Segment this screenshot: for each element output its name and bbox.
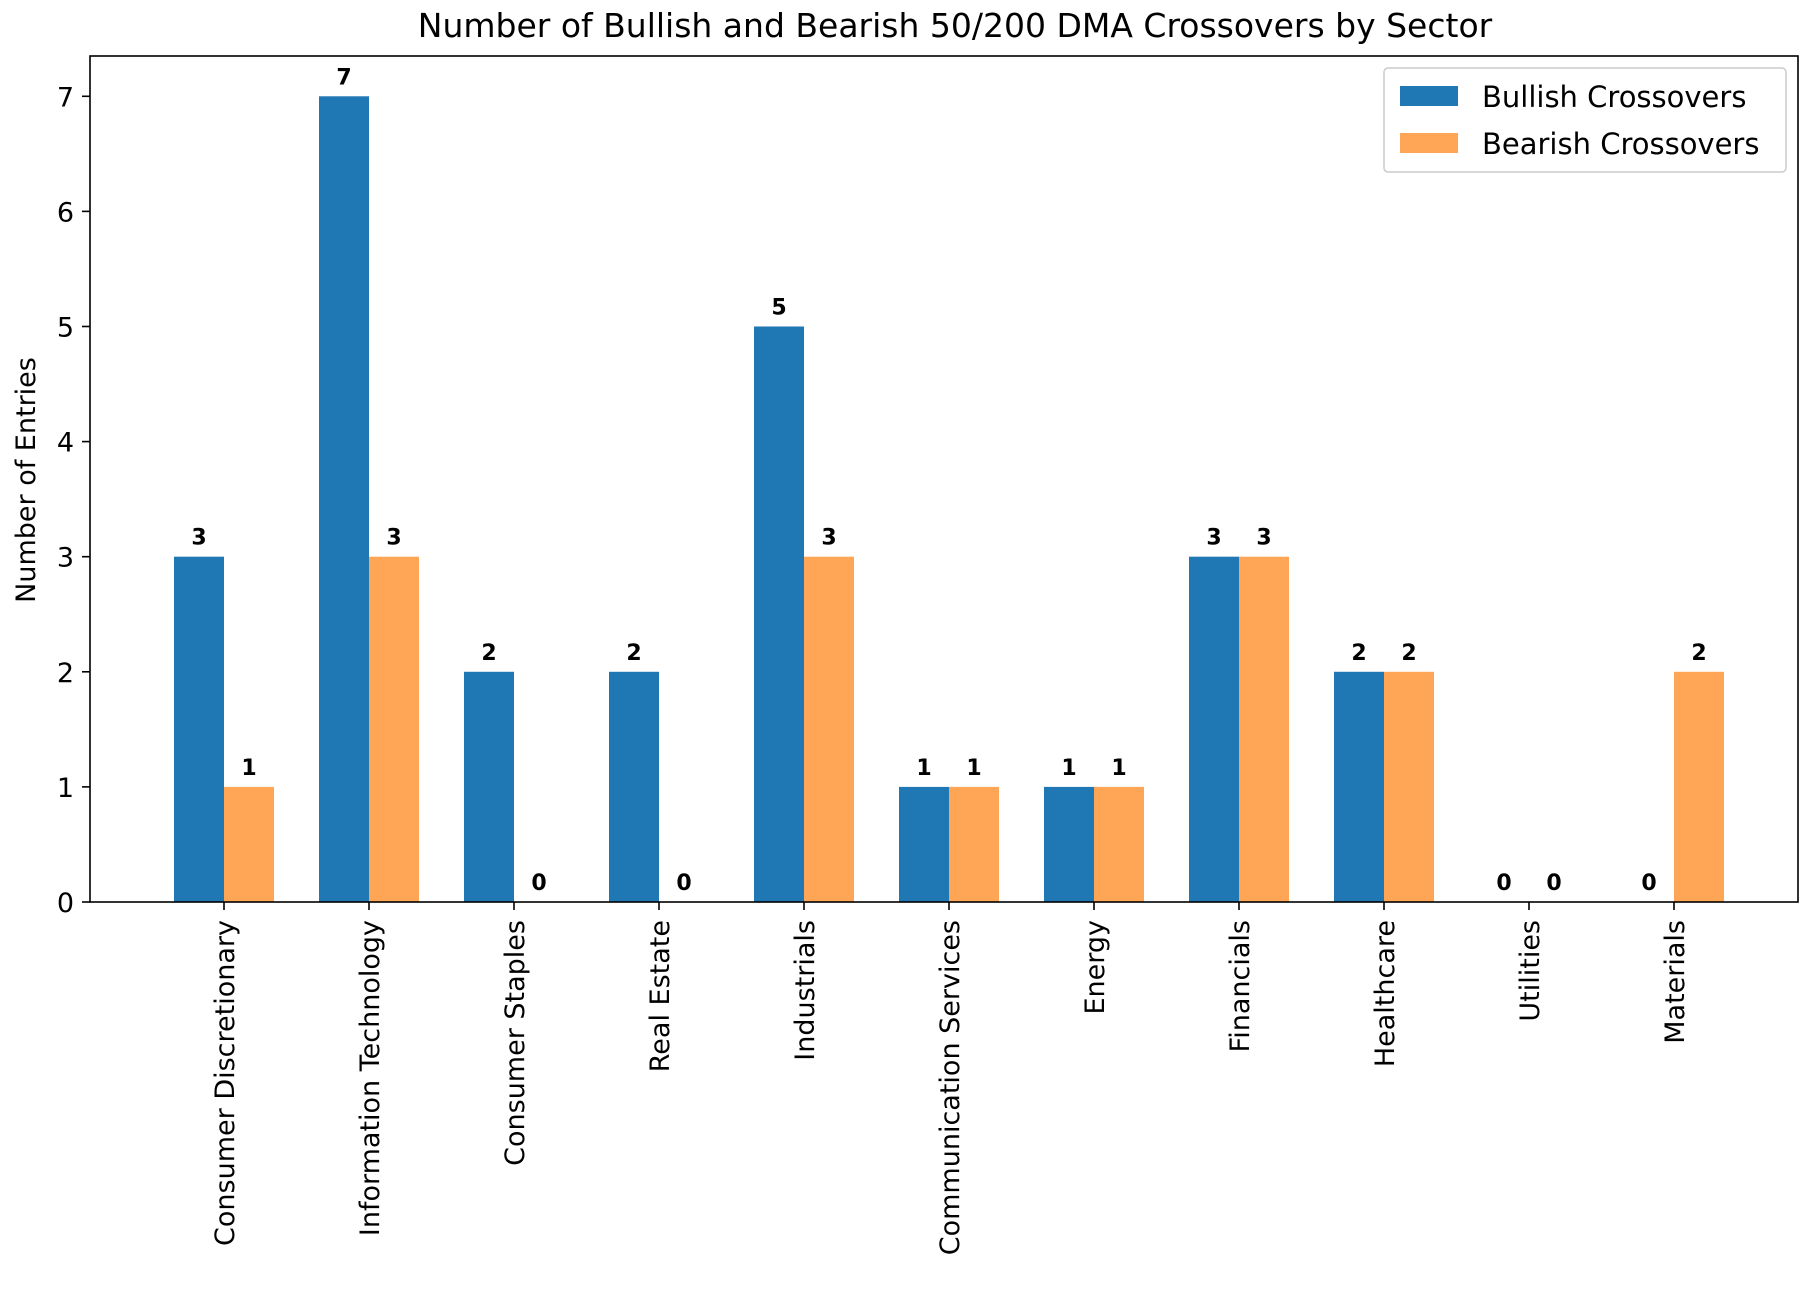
x-tick-label-energy: Energy [1080,920,1111,1015]
value-label-bearish-utilities: 0 [1546,871,1561,896]
y-tick-label: 1 [57,773,74,804]
bar-bullish-healthcare [1334,671,1384,902]
bar-bullish-consumer-discretionary [174,556,224,902]
bar-bearish-healthcare [1384,671,1434,902]
bar-bearish-materials [1674,671,1724,902]
x-tick-label-healthcare: Healthcare [1370,920,1401,1067]
bar-bullish-communication-services [899,786,949,902]
bar-value-labels: 3 1 7 3 2 0 2 0 5 3 1 1 1 1 3 3 2 2 0 0 0 2 [191,65,1706,896]
y-tick-label: 2 [57,658,74,689]
x-tick-label-real-estate: Real Estate [645,920,676,1072]
bar-bullish-real-estate [609,671,659,902]
value-label-bullish-industrials: 5 [771,295,786,320]
x-axis: Consumer Discretionary Information Techno… [210,902,1691,1255]
bars-group [174,96,1724,903]
value-label-bullish-financials: 3 [1206,526,1221,551]
bar-bearish-information-technology [369,556,419,902]
value-label-bearish-consumer-discretionary: 1 [241,756,256,781]
y-tick-label: 4 [57,428,74,459]
bar-bearish-consumer-discretionary [224,786,274,902]
value-label-bullish-materials: 0 [1641,871,1656,896]
value-label-bearish-real-estate: 0 [676,871,691,896]
chart-title: Number of Bullish and Bearish 50/200 DMA… [418,6,1493,45]
value-label-bullish-consumer-staples: 2 [481,641,496,666]
legend-swatch-bullish [1400,86,1458,106]
value-label-bearish-information-technology: 3 [386,526,401,551]
value-label-bearish-energy: 1 [1111,756,1126,781]
value-label-bullish-consumer-discretionary: 3 [191,526,206,551]
y-axis: 0 1 2 3 4 5 6 7 [57,82,90,919]
value-label-bearish-materials: 2 [1691,641,1706,666]
x-tick-label-materials: Materials [1660,920,1691,1044]
value-label-bullish-real-estate: 2 [626,641,641,666]
value-label-bearish-industrials: 3 [821,526,836,551]
y-tick-label: 6 [57,197,74,228]
legend-label-bullish: Bullish Crossovers [1482,80,1746,114]
x-tick-label-consumer-staples: Consumer Staples [500,920,531,1166]
x-tick-label-financials: Financials [1225,920,1256,1052]
value-label-bearish-consumer-staples: 0 [531,871,546,896]
value-label-bearish-healthcare: 2 [1401,641,1416,666]
value-label-bullish-energy: 1 [1061,756,1076,781]
legend-frame [1383,67,1787,173]
y-tick-label: 3 [57,543,74,574]
legend-swatch-bearish [1400,133,1458,153]
y-tick-label: 5 [57,312,74,343]
value-label-bullish-utilities: 0 [1496,871,1511,896]
bar-bearish-communication-services [949,786,999,902]
bar-bearish-energy [1094,786,1144,902]
value-label-bearish-communication-services: 1 [966,756,981,781]
value-label-bullish-healthcare: 2 [1351,641,1366,666]
bar-bullish-energy [1044,786,1094,902]
y-tick-label: 7 [57,82,74,113]
y-axis-label: Number of Entries [11,357,42,603]
x-tick-label-consumer-discretionary: Consumer Discretionary [210,920,241,1246]
bar-bullish-financials [1189,556,1239,902]
x-tick-label-communication-services: Communication Services [935,920,966,1255]
bar-bearish-financials [1239,556,1289,902]
value-label-bearish-financials: 3 [1256,526,1271,551]
value-label-bullish-communication-services: 1 [916,756,931,781]
x-tick-label-utilities: Utilities [1515,920,1546,1022]
bar-bearish-industrials [804,556,854,902]
x-tick-label-information-technology: Information Technology [355,920,386,1236]
value-label-bullish-information-technology: 7 [336,65,351,90]
y-tick-label: 0 [57,888,74,919]
bar-bullish-information-technology [319,96,369,903]
bar-bullish-consumer-staples [464,671,514,902]
legend: Bullish Crossovers Bearish Crossovers [1383,67,1787,173]
legend-label-bearish: Bearish Crossovers [1482,127,1759,161]
bar-bullish-industrials [754,326,804,902]
x-tick-label-industrials: Industrials [790,920,821,1061]
plot-frame [89,55,1799,903]
